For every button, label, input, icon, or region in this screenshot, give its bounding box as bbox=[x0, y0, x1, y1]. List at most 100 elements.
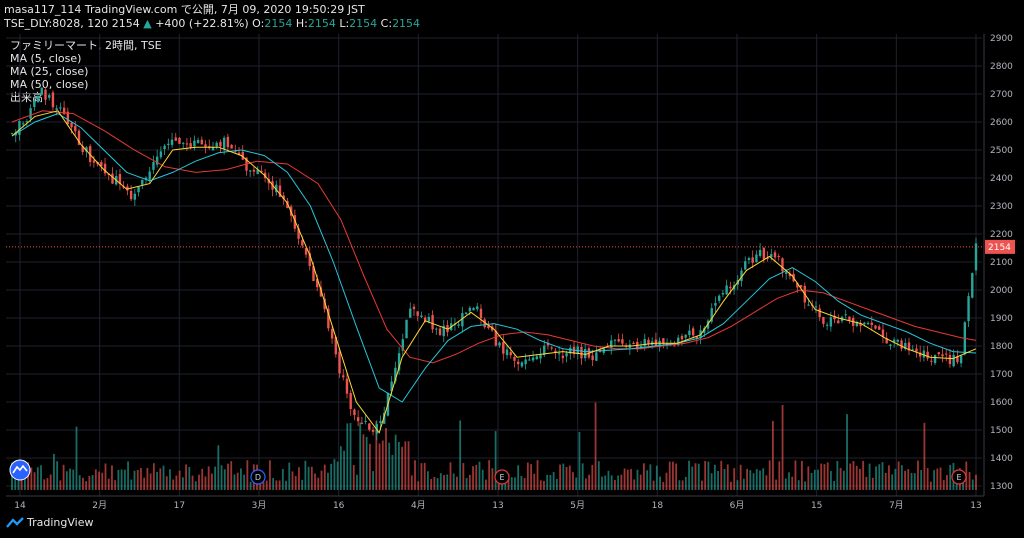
candle-body bbox=[632, 342, 635, 345]
candle-body bbox=[915, 348, 918, 352]
candle-body bbox=[904, 342, 907, 350]
volume-bar bbox=[243, 474, 246, 490]
candle-body bbox=[807, 304, 810, 306]
legend-series-title[interactable]: ファミリーマート, 2時間, TSE bbox=[10, 39, 162, 52]
candle-body bbox=[948, 354, 952, 365]
volume-bar bbox=[85, 481, 88, 490]
volume-bar bbox=[288, 462, 291, 490]
volume-bar bbox=[581, 463, 584, 490]
candle-body bbox=[29, 108, 32, 119]
candle-body bbox=[159, 151, 163, 158]
volume-bar bbox=[452, 473, 455, 490]
volume-bar bbox=[517, 465, 520, 490]
volume-bar bbox=[746, 468, 748, 490]
volume-bar bbox=[349, 423, 352, 490]
volume-bar bbox=[352, 465, 355, 490]
volume-bar bbox=[852, 461, 855, 490]
volume-bar bbox=[675, 463, 678, 490]
candle-body bbox=[621, 339, 624, 344]
candle-body bbox=[241, 151, 244, 160]
volume-bar bbox=[36, 467, 39, 490]
legend-ma50[interactable]: MA (50, close) bbox=[10, 78, 89, 91]
last-price-badge bbox=[985, 239, 1015, 254]
volume-bar bbox=[462, 463, 465, 490]
candle-body bbox=[818, 308, 821, 318]
volume-bar bbox=[526, 462, 529, 490]
candle-body bbox=[751, 257, 754, 263]
candle-body bbox=[323, 298, 326, 310]
candle-body bbox=[148, 171, 151, 180]
volume-bar bbox=[162, 465, 165, 490]
volume-bar bbox=[865, 476, 868, 490]
candle-body bbox=[729, 286, 732, 289]
volume-bar bbox=[971, 479, 974, 490]
volume-bar bbox=[655, 465, 658, 490]
volume-bar bbox=[175, 475, 178, 490]
low-value: 2154 bbox=[349, 17, 378, 30]
candle-body bbox=[967, 296, 970, 322]
volume-bar bbox=[323, 464, 326, 490]
y-tick-label: 2300 bbox=[990, 202, 1013, 212]
volume-bar bbox=[449, 462, 452, 490]
volume-bar bbox=[230, 461, 233, 490]
volume-bar bbox=[659, 476, 661, 490]
price-chart[interactable]: 2900 2800 2700 2600 2500 2400 2300 2200 2100 2000… bbox=[0, 34, 1024, 512]
volume-bar bbox=[720, 460, 723, 490]
volume-bar bbox=[759, 470, 761, 490]
candle-body bbox=[62, 107, 66, 115]
tradingview-brand[interactable]: TradingView bbox=[6, 516, 93, 529]
legend-ma25[interactable]: MA (25, close) bbox=[10, 65, 89, 78]
candle-body bbox=[312, 266, 315, 282]
candle-body bbox=[304, 248, 308, 255]
candle-body bbox=[342, 375, 345, 378]
y-tick-label: 2900 bbox=[990, 34, 1013, 44]
ohlc-header: TSE_DLY:8028, 120 2154 ▲ +400 (+22.81%) … bbox=[4, 17, 420, 30]
candle-body bbox=[874, 325, 877, 329]
candle-body bbox=[747, 258, 751, 261]
candle-body bbox=[673, 345, 676, 347]
x-tick-label: 16 bbox=[333, 501, 345, 511]
volume-bar bbox=[781, 404, 784, 490]
volume-bar bbox=[900, 465, 903, 490]
volume-bar bbox=[584, 478, 587, 490]
y-tick-label: 1800 bbox=[990, 342, 1013, 352]
volume-bar bbox=[410, 475, 413, 490]
volume-bar bbox=[878, 464, 881, 490]
candle-body bbox=[717, 295, 721, 301]
candle-body bbox=[59, 107, 62, 109]
candle-body bbox=[952, 354, 955, 367]
candle-body bbox=[520, 362, 524, 367]
candle-body bbox=[10, 133, 14, 135]
candle-body bbox=[721, 292, 725, 295]
candle-body bbox=[74, 125, 77, 132]
candle-body bbox=[316, 279, 319, 288]
volume-bar bbox=[394, 434, 397, 490]
volume-bar bbox=[694, 463, 697, 490]
volume-bar bbox=[917, 460, 919, 490]
volume-bar bbox=[523, 478, 526, 490]
volume-bar bbox=[555, 478, 558, 490]
volume-bar bbox=[201, 468, 204, 490]
volume-bar bbox=[755, 469, 758, 490]
volume-bar bbox=[423, 462, 426, 490]
volume-bar bbox=[681, 480, 684, 490]
volume-bar bbox=[639, 474, 642, 490]
volume-bar bbox=[839, 468, 842, 490]
volume-bar bbox=[630, 469, 632, 490]
candle-body bbox=[397, 353, 401, 371]
volume-bar bbox=[910, 472, 913, 490]
volume-bar bbox=[114, 480, 117, 490]
volume-bar bbox=[607, 470, 610, 490]
volume-bar bbox=[765, 475, 768, 490]
volume-bar bbox=[365, 436, 368, 490]
candle-body bbox=[822, 316, 825, 324]
candle-body bbox=[193, 140, 196, 147]
candle-body bbox=[971, 273, 974, 298]
volume-bar bbox=[688, 460, 690, 490]
volume-bar bbox=[356, 474, 358, 490]
volume-bar bbox=[159, 468, 162, 490]
candle-body bbox=[40, 87, 43, 95]
candle-body bbox=[409, 308, 412, 318]
candle-body bbox=[438, 328, 442, 335]
legend-ma5[interactable]: MA (5, close) bbox=[10, 52, 82, 65]
